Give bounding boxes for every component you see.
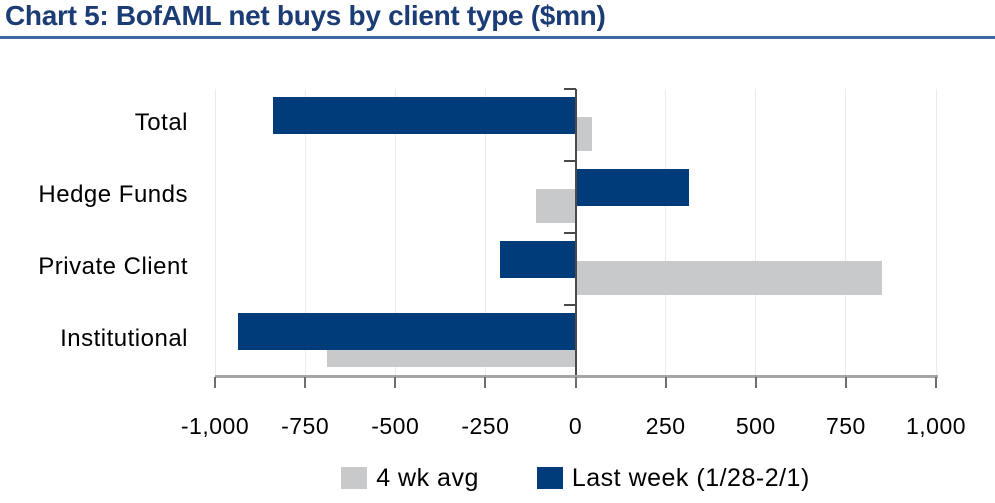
x-axis-tick--750 xyxy=(304,377,307,388)
bar-last-week-1-28-2-1-private-client xyxy=(499,241,576,278)
x-tick-label-500: 500 xyxy=(735,413,776,439)
bar-4-wk-avg-hedge-funds xyxy=(535,189,576,223)
legend-item-last-week: Last week (1/28-2/1) xyxy=(536,463,810,493)
bar-4-wk-avg-total xyxy=(575,117,592,151)
x-axis-tick--500 xyxy=(394,377,397,388)
title-underline-rule xyxy=(0,36,995,39)
category-label-private-client: Private Client xyxy=(38,253,188,280)
bar-4-wk-avg-private-client xyxy=(575,261,882,295)
category-label-hedge-funds: Hedge Funds xyxy=(38,181,188,208)
x-axis-tick--1000 xyxy=(214,377,216,388)
legend-label-last-week: Last week (1/28-2/1) xyxy=(571,463,810,492)
x-axis-tick-750 xyxy=(844,377,847,388)
legend-item-4wk-avg: 4 wk avg xyxy=(341,464,479,493)
zero-axis-tick xyxy=(563,232,576,234)
x-tick-label--750: -750 xyxy=(281,413,330,439)
x-axis-tick-1000 xyxy=(935,377,937,388)
gridline-750 xyxy=(845,89,847,377)
x-tick-label--1000: -1,000 xyxy=(180,413,250,439)
x-tick-label--500: -500 xyxy=(371,413,420,439)
gridline--250 xyxy=(484,89,486,377)
legend-swatch-gray-icon xyxy=(341,467,368,489)
legend-swatch-navy-icon xyxy=(536,467,563,489)
category-label-institutional: Institutional xyxy=(60,325,188,352)
x-axis-tick-250 xyxy=(664,377,667,388)
gridline--750 xyxy=(304,89,306,377)
gridline-250 xyxy=(665,89,667,377)
bar-last-week-1-28-2-1-institutional xyxy=(238,313,576,350)
bar-last-week-1-28-2-1-hedge-funds xyxy=(575,169,690,206)
bar-last-week-1-28-2-1-total xyxy=(272,97,576,134)
x-axis-line xyxy=(215,375,938,378)
gridline-1000 xyxy=(935,89,937,377)
x-tick-label-1000: 1,000 xyxy=(905,413,967,439)
x-axis-tick--250 xyxy=(484,377,487,388)
x-axis-tick-500 xyxy=(754,377,757,388)
zero-axis-tick xyxy=(563,88,576,90)
x-tick-label-750: 750 xyxy=(825,413,866,439)
category-label-total: Total xyxy=(134,109,188,136)
x-tick-label-0: 0 xyxy=(568,413,583,439)
gridline--1000 xyxy=(214,89,216,377)
x-tick-label-250: 250 xyxy=(645,413,686,439)
legend-label-4wk-avg: 4 wk avg xyxy=(376,463,479,492)
zero-axis-tick xyxy=(563,160,576,162)
x-axis-tick-0 xyxy=(574,377,577,388)
zero-axis-tick xyxy=(563,304,576,306)
x-tick-label--250: -250 xyxy=(461,413,510,439)
chart-title: Chart 5: BofAML net buys by client type … xyxy=(5,0,606,31)
gridline--500 xyxy=(394,89,396,377)
gridline-500 xyxy=(755,89,757,377)
zero-axis-line xyxy=(574,89,577,377)
legend: 4 wk avg Last week (1/28-2/1) xyxy=(215,456,936,500)
